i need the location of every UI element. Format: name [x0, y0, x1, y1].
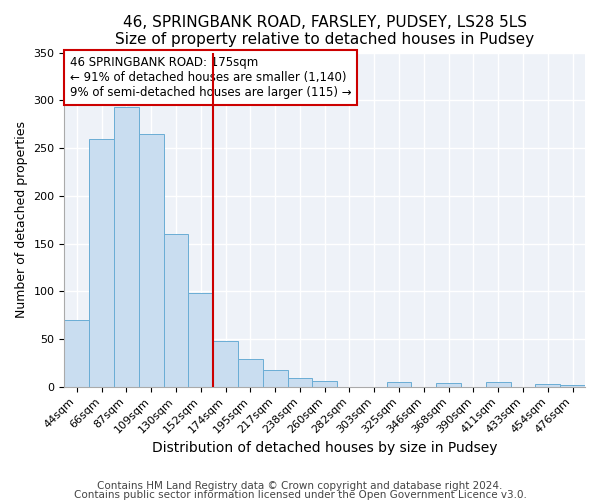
Text: 46 SPRINGBANK ROAD: 175sqm
← 91% of detached houses are smaller (1,140)
9% of se: 46 SPRINGBANK ROAD: 175sqm ← 91% of deta…: [70, 56, 351, 99]
Bar: [213, 341, 238, 386]
Bar: [535, 384, 560, 386]
Bar: [386, 382, 412, 386]
Bar: [263, 370, 287, 386]
X-axis label: Distribution of detached houses by size in Pudsey: Distribution of detached houses by size …: [152, 441, 497, 455]
Bar: [114, 107, 139, 386]
Bar: [238, 359, 263, 386]
Bar: [313, 381, 337, 386]
Bar: [287, 378, 313, 386]
Text: Contains public sector information licensed under the Open Government Licence v3: Contains public sector information licen…: [74, 490, 526, 500]
Text: Contains HM Land Registry data © Crown copyright and database right 2024.: Contains HM Land Registry data © Crown c…: [97, 481, 503, 491]
Bar: [486, 382, 511, 386]
Bar: [188, 293, 213, 386]
Y-axis label: Number of detached properties: Number of detached properties: [15, 121, 28, 318]
Bar: [560, 385, 585, 386]
Bar: [436, 383, 461, 386]
Title: 46, SPRINGBANK ROAD, FARSLEY, PUDSEY, LS28 5LS
Size of property relative to deta: 46, SPRINGBANK ROAD, FARSLEY, PUDSEY, LS…: [115, 15, 534, 48]
Bar: [64, 320, 89, 386]
Bar: [164, 234, 188, 386]
Bar: [139, 134, 164, 386]
Bar: [89, 138, 114, 386]
